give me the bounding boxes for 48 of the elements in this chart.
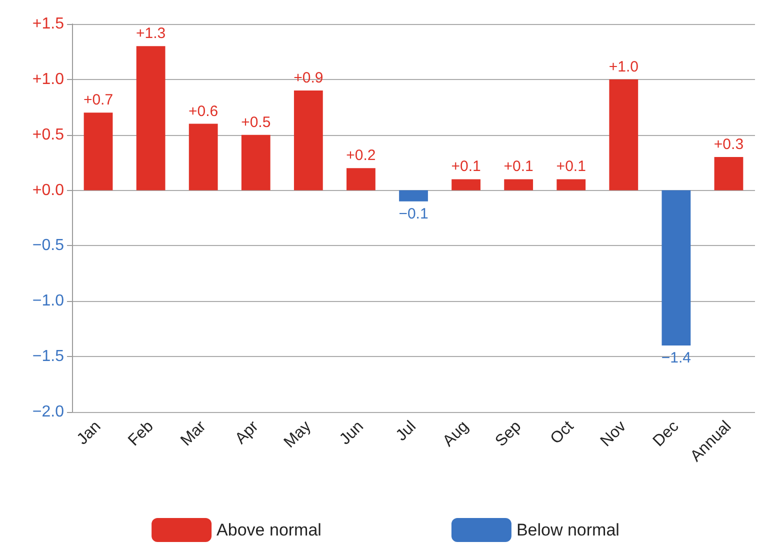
bar <box>84 112 113 190</box>
data-label: +0.9 <box>294 70 324 87</box>
bar <box>188 124 218 190</box>
data-label: +1.3 <box>136 25 166 42</box>
bar <box>294 90 323 190</box>
bar <box>452 179 480 190</box>
data-label: +0.1 <box>556 158 586 176</box>
data-label: +1.0 <box>608 58 638 76</box>
bar <box>136 46 166 190</box>
bar <box>609 79 638 190</box>
data-label: +0.7 <box>83 92 114 109</box>
x-tick-label: Jul <box>393 418 420 444</box>
bar <box>714 157 744 190</box>
legend-label: Below normal <box>516 520 620 540</box>
y-tick-label: −2.0 <box>32 404 64 420</box>
legend-label: Above normal <box>216 520 322 540</box>
data-label: +0.1 <box>504 158 534 176</box>
x-tick-label: Aug <box>440 418 472 450</box>
y-tick-label: −0.5 <box>32 237 64 254</box>
x-tick-label: Nov <box>598 418 630 450</box>
x-tick-label: Jun <box>336 418 367 448</box>
bar <box>556 179 586 190</box>
bar <box>504 179 534 190</box>
y-tick-label: +0.5 <box>32 126 64 144</box>
x-tick-label: Mar <box>178 418 210 450</box>
x-tick-label: Jan <box>74 418 104 448</box>
y-tick-label: +0.0 <box>32 182 64 199</box>
x-tick-label: Oct <box>548 418 578 448</box>
x-tick-label: Apr <box>232 418 262 448</box>
data-label: +0.5 <box>241 114 271 131</box>
y-tick-label: −1.0 <box>32 292 64 310</box>
data-label: +0.1 <box>451 158 481 176</box>
y-tick-label: +1.5 <box>32 16 64 32</box>
y-tick-label: +1.0 <box>32 70 64 88</box>
data-label: −1.4 <box>661 349 692 366</box>
data-label: +0.6 <box>188 102 218 120</box>
y-tick-label: −1.5 <box>32 348 64 366</box>
x-tick-label: Feb <box>125 418 157 450</box>
bar <box>241 134 270 190</box>
bar <box>399 190 428 202</box>
data-label: +0.3 <box>714 136 744 154</box>
data-label: +0.2 <box>346 147 376 164</box>
data-label: −0.1 <box>398 205 428 222</box>
x-tick-label: Dec <box>650 418 682 450</box>
bar <box>662 190 691 346</box>
x-tick-label: Sep <box>492 418 525 450</box>
x-tick-label: May <box>281 418 314 452</box>
bar <box>346 168 376 190</box>
